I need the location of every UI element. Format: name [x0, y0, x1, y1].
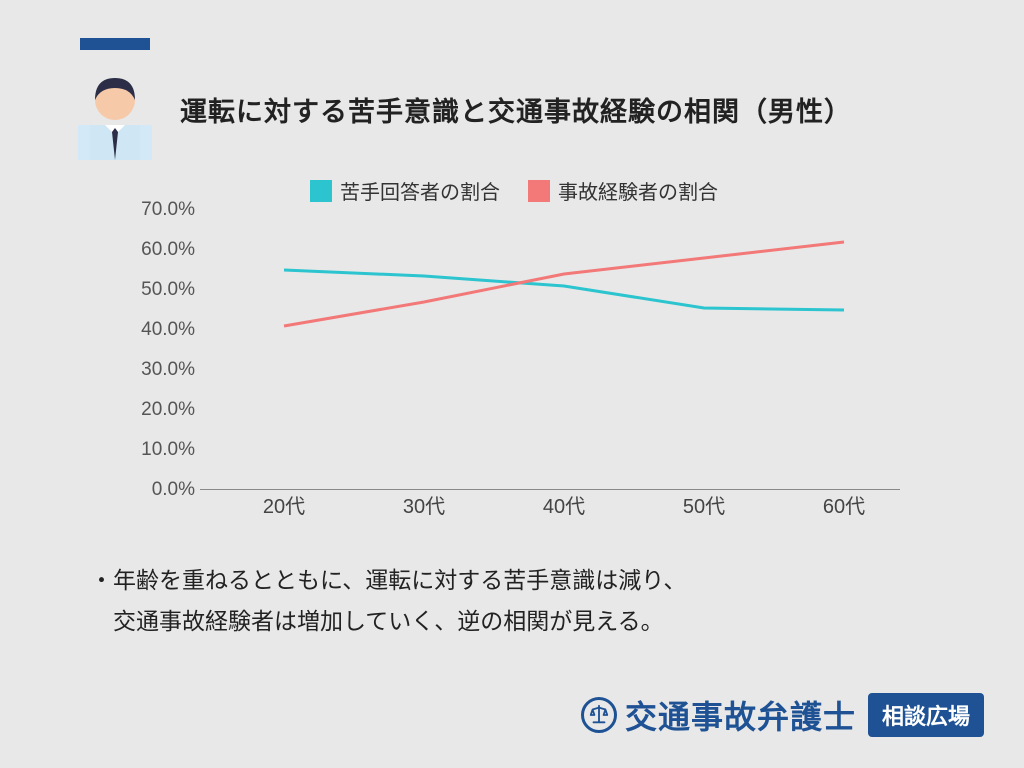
y-tick: 30.0%	[120, 359, 195, 381]
male-avatar	[70, 70, 160, 160]
x-tick: 30代	[403, 490, 445, 519]
plot-area: 20代30代40代50代60代	[200, 210, 900, 490]
x-tick: 20代	[263, 490, 305, 519]
series2-line	[284, 242, 844, 326]
legend-swatch-1	[310, 180, 332, 202]
legend-swatch-2	[528, 180, 550, 202]
notes: ・年齢を重ねるとともに、運転に対する苦手意識は減り、 交通事故経験者は増加してい…	[90, 560, 686, 643]
scale-icon	[581, 697, 617, 733]
y-tick: 60.0%	[120, 239, 195, 261]
footer-brand: 交通事故弁護士	[581, 692, 856, 738]
x-tick: 50代	[683, 490, 725, 519]
y-tick: 40.0%	[120, 319, 195, 341]
line-chart: 0.0%10.0%20.0%30.0%40.0%50.0%60.0%70.0% …	[120, 200, 920, 540]
x-tick: 40代	[543, 490, 585, 519]
footer-brand-text: 交通事故弁護士	[625, 692, 856, 738]
x-tick: 60代	[823, 490, 865, 519]
y-tick: 70.0%	[120, 199, 195, 221]
note-line-2: 交通事故経験者は増加していく、逆の相関が見える。	[90, 601, 686, 642]
footer: 交通事故弁護士 相談広場	[581, 692, 984, 738]
note-line-1: ・年齢を重ねるとともに、運転に対する苦手意識は減り、	[90, 560, 686, 601]
y-tick: 10.0%	[120, 439, 195, 461]
series1-line	[284, 270, 844, 310]
y-tick: 20.0%	[120, 399, 195, 421]
chart-title: 運転に対する苦手意識と交通事故経験の相関（男性）	[180, 90, 852, 129]
accent-bar	[80, 38, 150, 50]
y-tick: 50.0%	[120, 279, 195, 301]
footer-badge: 相談広場	[868, 693, 984, 737]
y-tick: 0.0%	[120, 479, 195, 501]
